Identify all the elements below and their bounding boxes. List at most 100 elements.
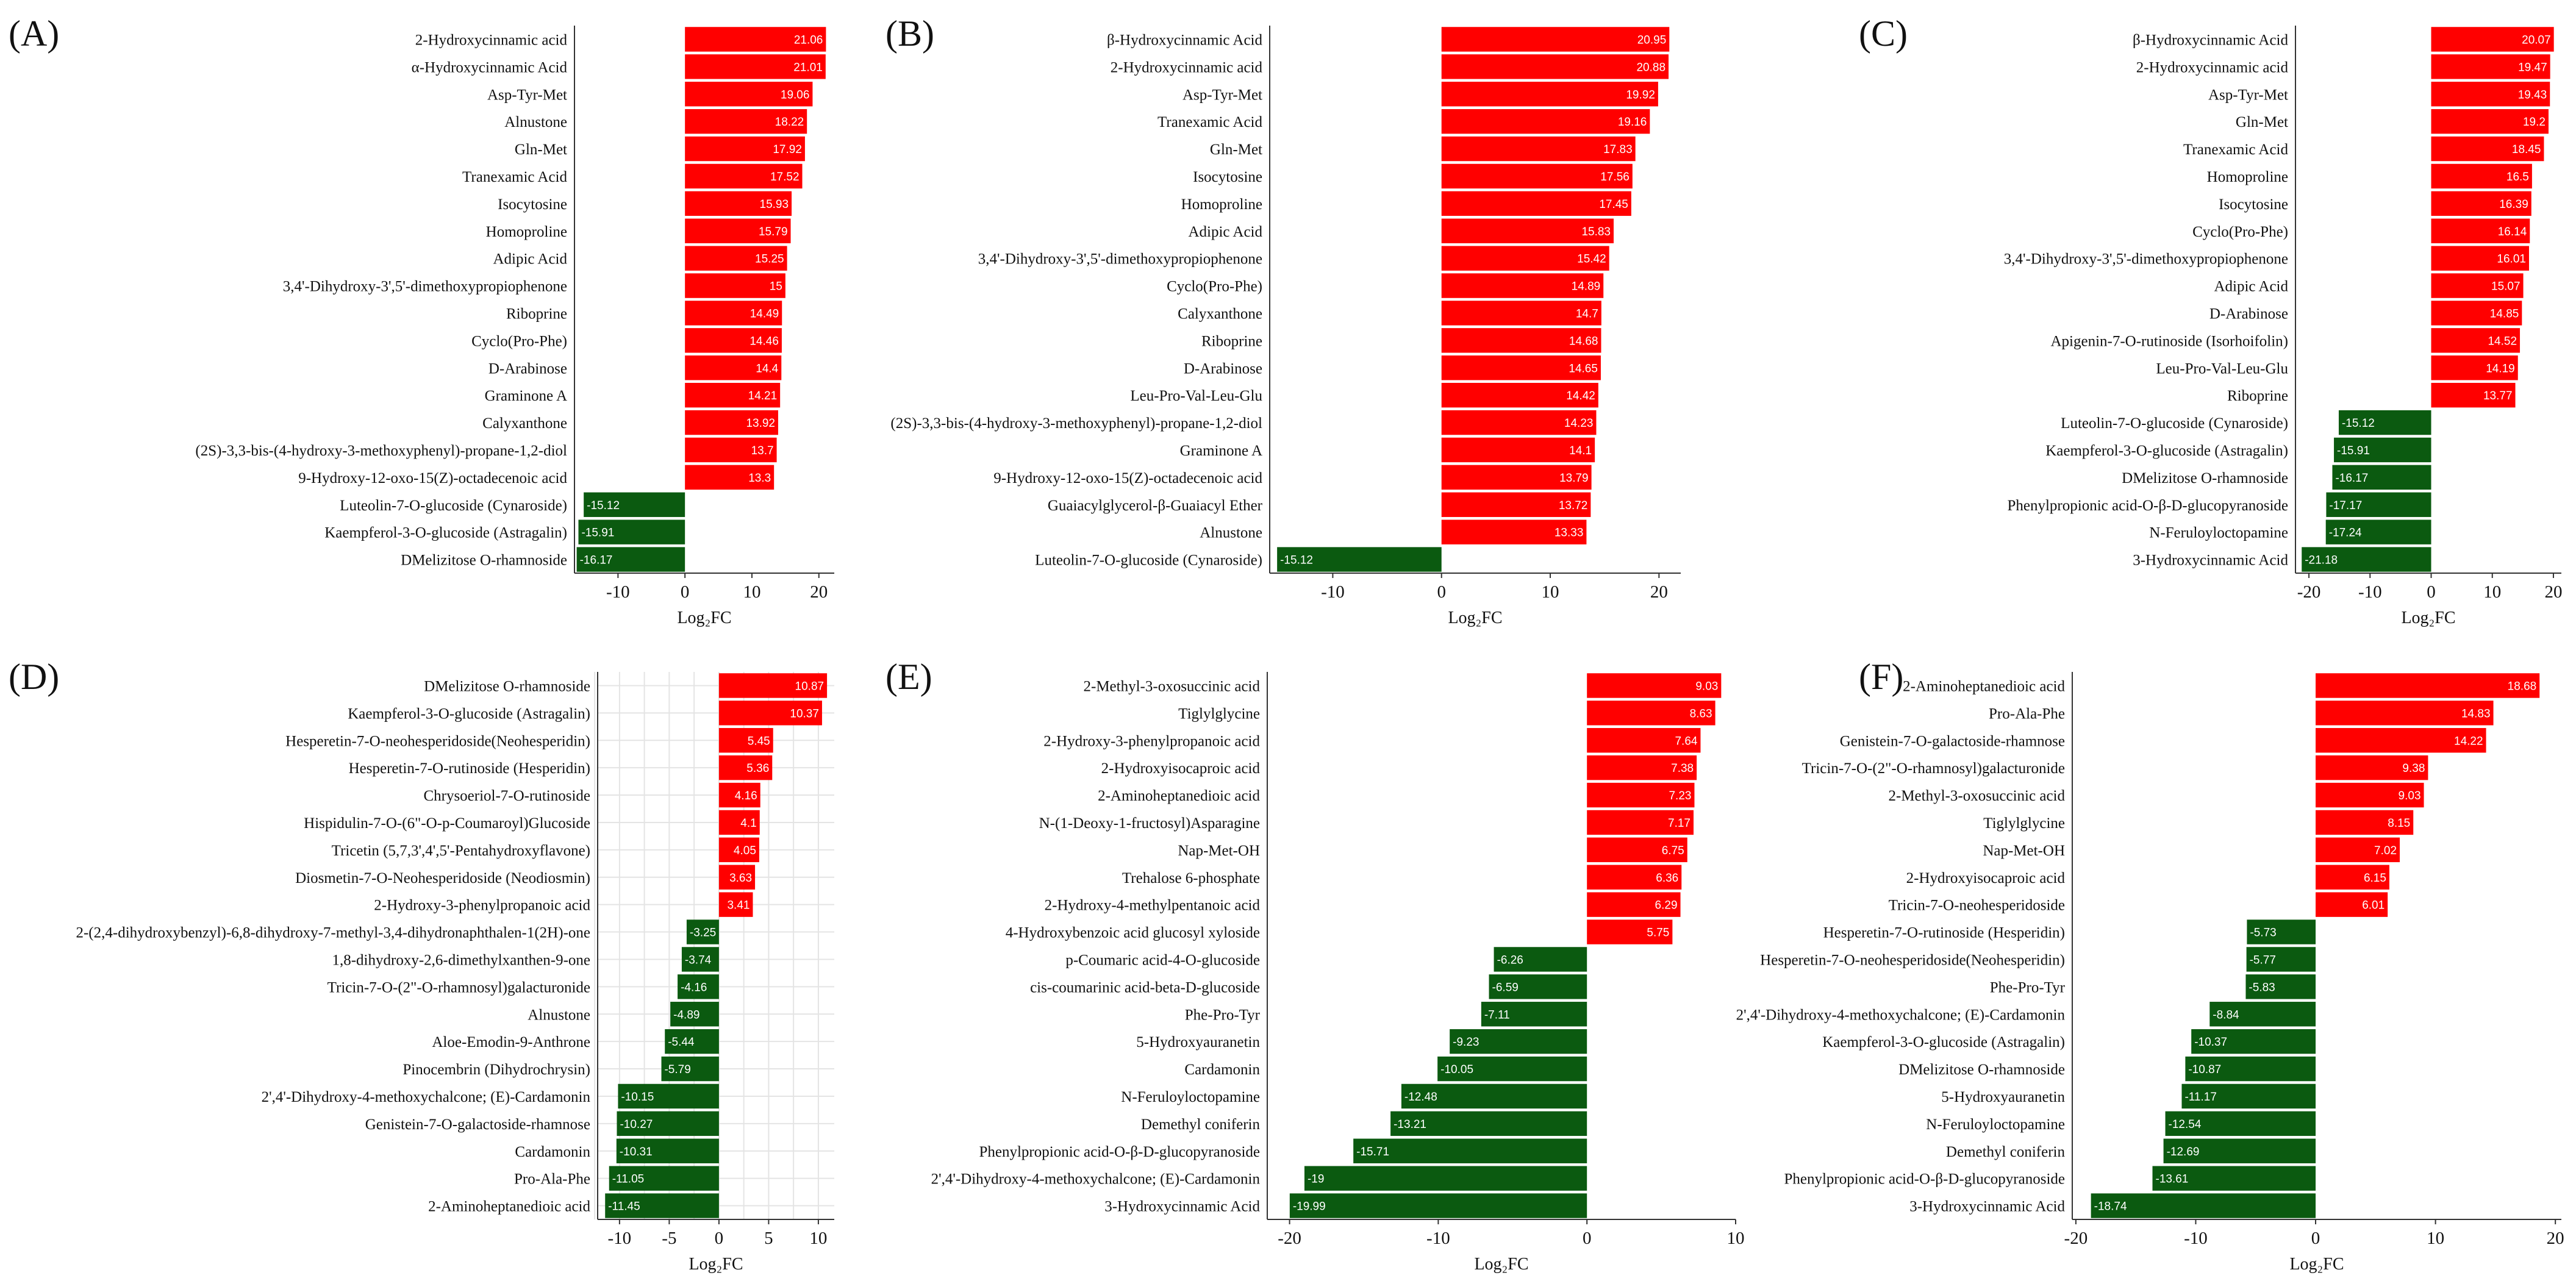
value-label: -10.15 [621,1091,654,1104]
value-label: 4.1 [740,817,756,830]
category-label: Hesperetin-7-O-rutinoside (Hesperidin) [349,760,590,777]
bar [1587,865,1682,890]
bar [2431,163,2532,189]
bar [1437,1056,1587,1082]
category-label: Genistein-7-O-galactoside-rhamnose [365,1116,590,1133]
x-tick-label: -10 [1321,582,1345,602]
category-label: D-Arabinose [488,360,567,377]
x-tick-label: -10 [606,582,630,602]
category-label: Phenylpropionic acid-O-β-D-glucopyranosi… [1784,1171,2065,1188]
bar [2431,328,2521,353]
category-label: Kaempferol-3-O-glucoside (Astragalin) [324,525,567,541]
category-label: Isocytosine [498,196,567,213]
category-label: Tricin-7-O-neohesperidoside [1889,897,2065,914]
value-label: 10.87 [795,680,825,693]
category-label: Aloe-Emodin-9-Anthrone [432,1034,590,1051]
bar [2245,974,2316,999]
panel-label: (F) [1859,657,1903,697]
bar [1450,1029,1587,1054]
bar [1289,1193,1587,1218]
bar [2316,865,2389,890]
category-label: 2',4'-Dihydroxy-4-methoxychalcone; (E)-C… [931,1171,1261,1188]
value-label: 10.37 [790,707,819,720]
value-label: 3.41 [727,899,750,912]
value-label: 7.02 [2374,844,2397,857]
value-label: 18.22 [775,116,804,129]
category-label: Calyxanthone [482,415,567,432]
value-label: 13.7 [751,444,774,457]
bar [2209,1002,2316,1027]
category-label: Adipic Acid [1188,224,1262,240]
value-label: 5.45 [748,735,770,748]
value-label: 14.7 [1576,307,1598,320]
category-label: 2-Methyl-3-oxosuccinic acid [1889,788,2066,804]
x-tick-label: -10 [1426,1229,1450,1248]
value-label: 15.83 [1581,226,1611,238]
bar [1390,1111,1587,1136]
value-label: -10.05 [1440,1063,1473,1076]
bar [576,547,685,572]
value-label: -15.91 [2337,444,2370,457]
value-label: -19.99 [1293,1201,1326,1213]
category-label: Nap-Met-OH [1983,843,2065,859]
bar [1587,837,1687,863]
bar [718,892,753,917]
value-label: -5.79 [664,1063,690,1076]
value-label: 14.65 [1569,362,1598,375]
category-label: Kaempferol-3-O-glucoside (Astragalin) [2045,443,2288,459]
category-label: (2S)-3,3-bis-(4-hydroxy-3-methoxyphenyl)… [195,443,567,459]
value-label: 14.49 [750,307,779,320]
bar [2431,27,2554,52]
category-label: Riboprine [506,305,567,322]
chart-panel: (F) 18.68 2-Aminoheptanedioic acid 14.83 Pro… [1736,657,2564,1274]
category-label: Luteolin-7-O-glucoside (Cynaroside) [1035,552,1262,569]
value-label: -11.05 [612,1173,644,1186]
value-label: 13.92 [746,417,775,430]
value-label: 19.47 [2518,61,2547,74]
category-label: Calyxanthone [1178,305,1262,322]
panel-label: (E) [886,657,932,697]
x-tick-label: 0 [2427,582,2436,602]
category-label: Gln-Met [515,141,567,158]
bar [1441,410,1597,435]
bar [609,1166,719,1191]
bar [2431,109,2549,134]
category-label: 5-Hydroxyauranetin [1136,1034,1260,1051]
bar [2316,728,2486,753]
x-axis-label: Log₂FC [1448,608,1502,627]
grid [594,672,834,1219]
value-label: -3.74 [685,954,712,966]
value-label: 14.42 [1566,390,1595,402]
bar [2431,246,2529,271]
bar [2316,892,2388,917]
bar [685,301,782,326]
value-label: -11.17 [2184,1091,2216,1104]
value-label: -10.87 [2188,1063,2221,1076]
category-label: Kaempferol-3-O-glucoside (Astragalin) [1822,1034,2065,1051]
value-label: -15.71 [1356,1146,1389,1158]
category-label: Cyclo(Pro-Phe) [471,333,567,349]
category-label: 2-Hydroxyisocaproic acid [1906,870,2066,887]
bar [2338,410,2431,435]
bar [2316,782,2424,808]
category-label: Homoproline [1181,196,1262,213]
category-label: Isocytosine [2219,196,2288,213]
bar [685,465,775,490]
value-label: 4.05 [734,844,756,857]
x-tick-label: 0 [1437,582,1446,602]
value-label: 13.72 [1559,499,1588,512]
category-label: Cyclo(Pro-Phe) [1167,279,1262,295]
bar [1441,328,1601,353]
value-label: 14.22 [2454,735,2483,748]
value-label: -9.23 [1453,1036,1479,1049]
category-label: Apigenin-7-O-rutinoside (Isorhoifolin) [2050,333,2288,349]
bar [685,163,803,189]
category-label: Hispidulin-7-O-(6"-O-p-Coumaroyl)Glucosi… [304,815,590,832]
value-label: 19.2 [2523,116,2546,129]
category-label: Asp-Tyr-Met [1182,87,1262,103]
value-label: 19.06 [781,88,810,101]
category-label: β-Hydroxycinnamic Acid [1107,32,1263,48]
bar [685,109,807,134]
value-label: 18.68 [2508,680,2537,693]
bar [2316,837,2400,863]
